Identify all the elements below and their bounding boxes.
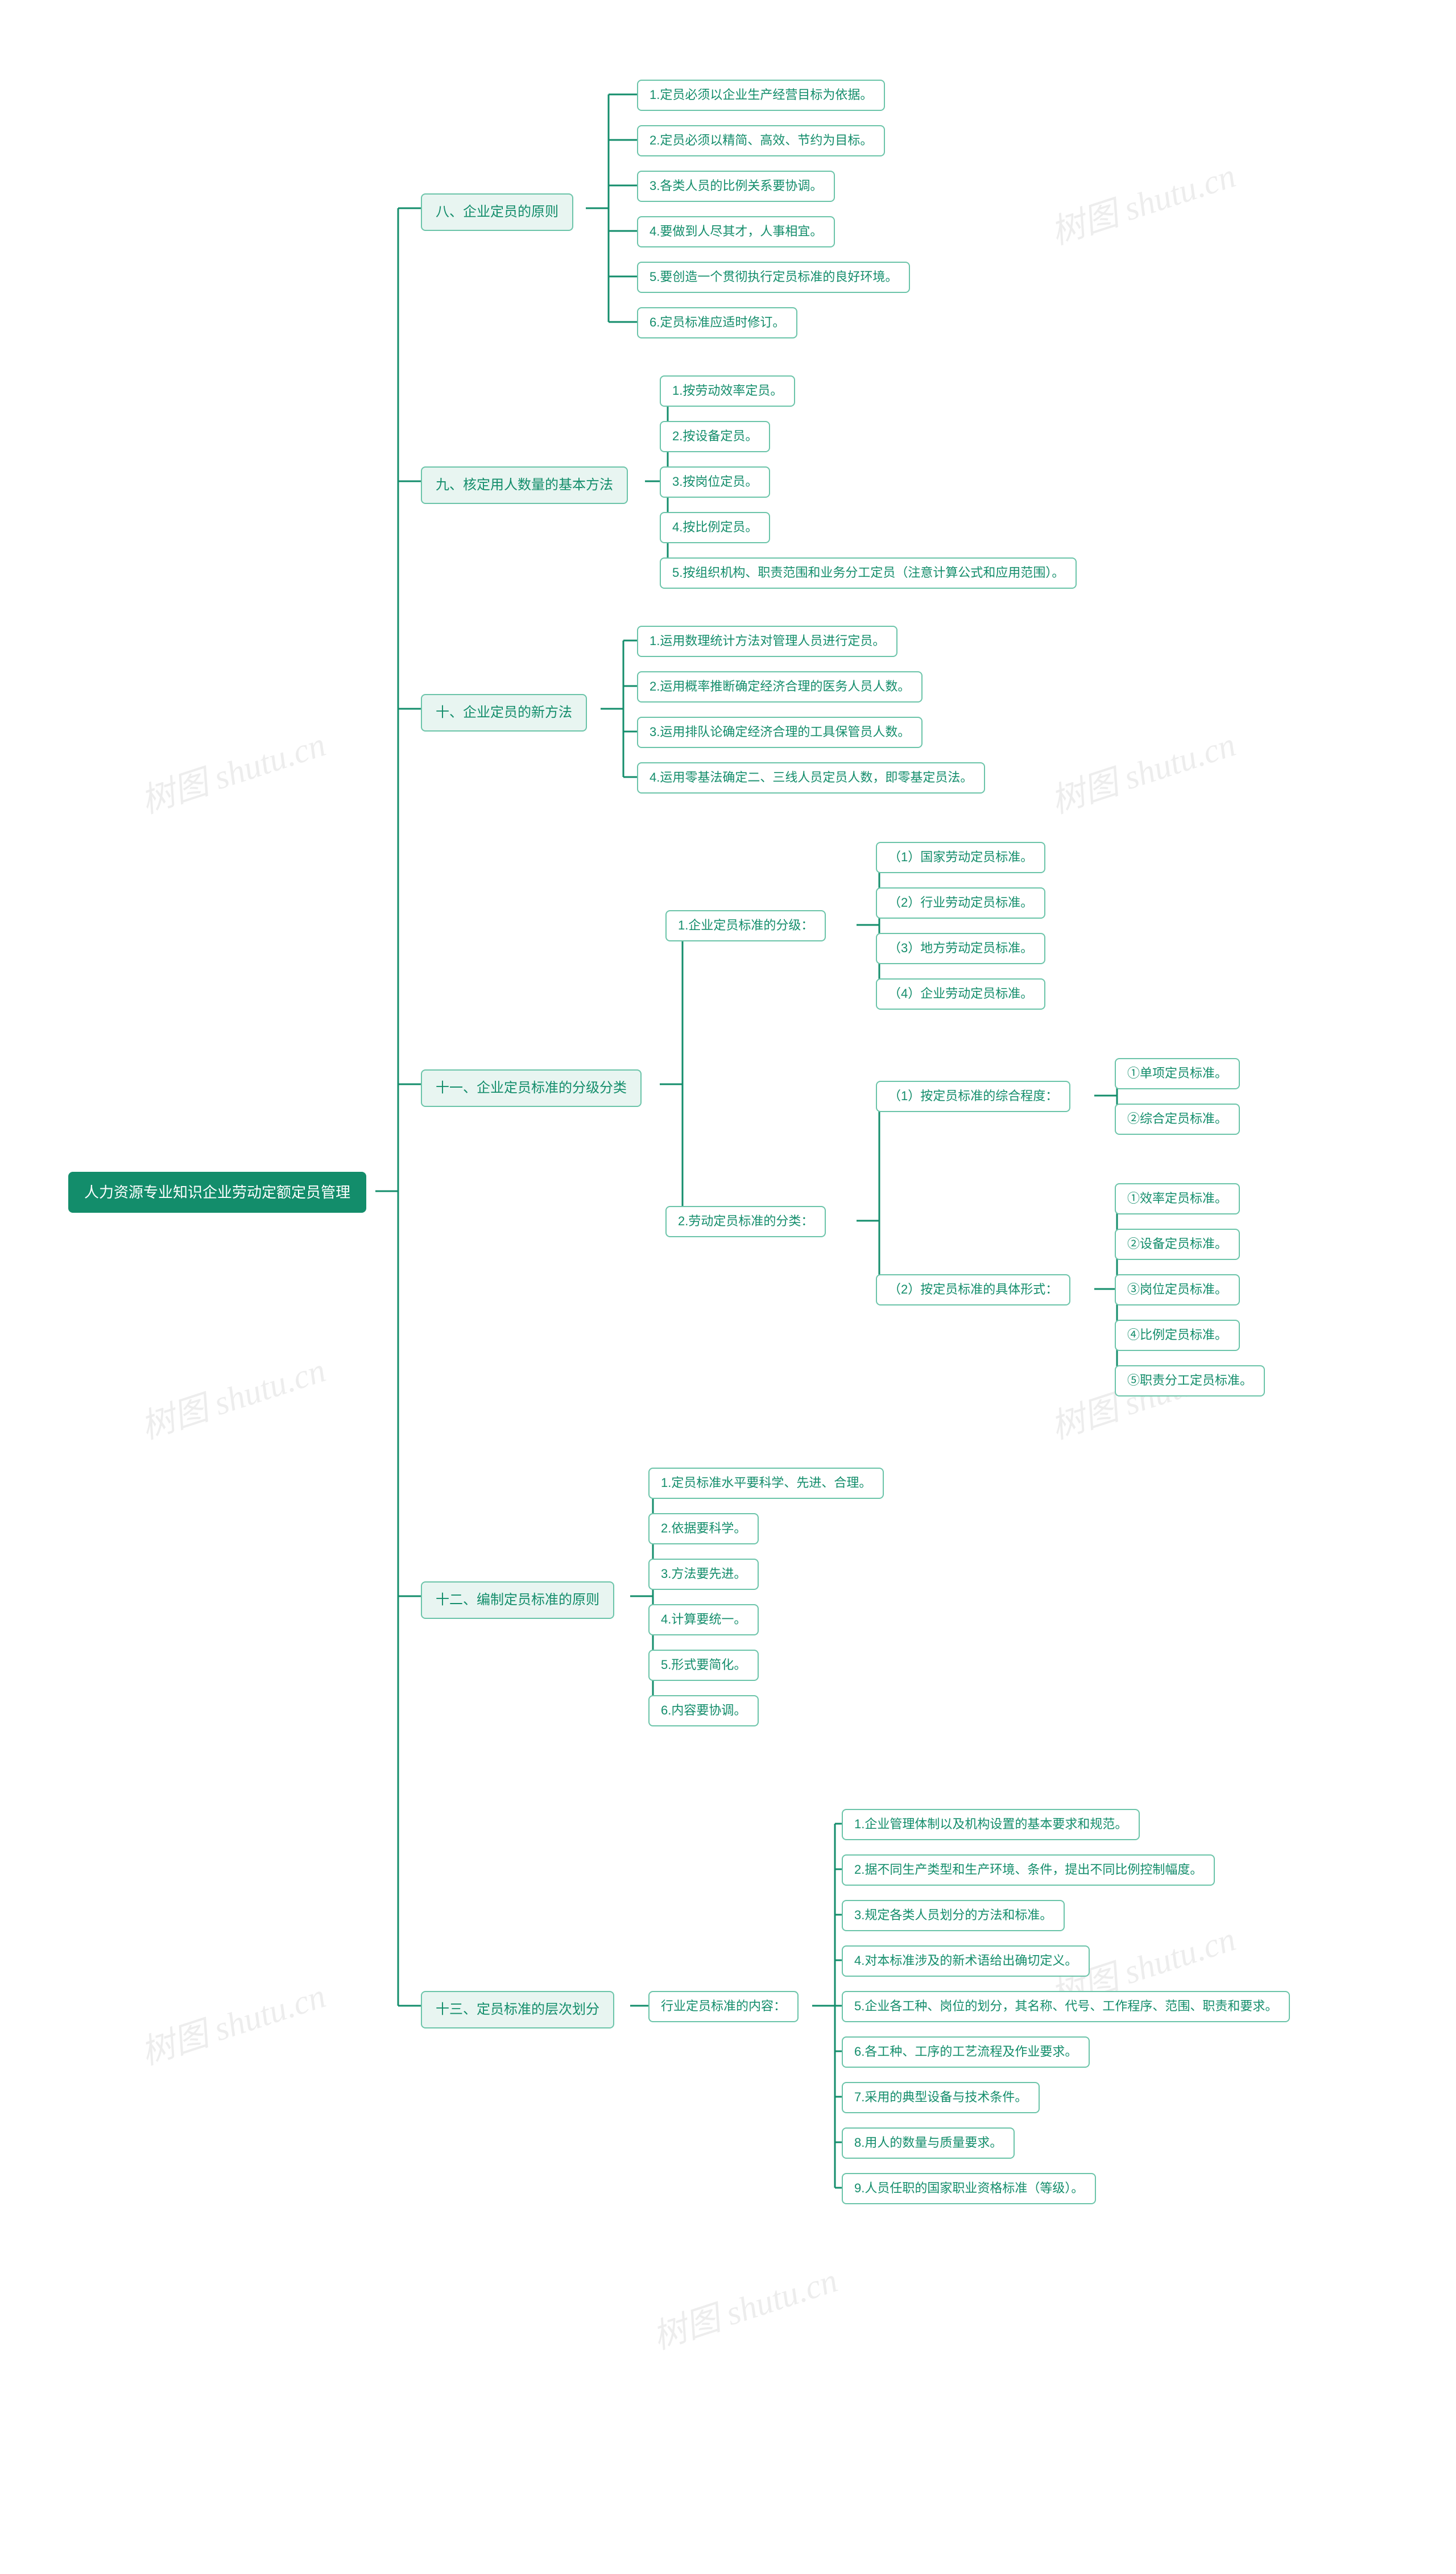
node-d2-1: 2.按设备定员。 — [660, 421, 770, 452]
watermark: 树图 shutu.cn — [1044, 717, 1241, 823]
branch-4: 十二、编制定员标准的原则 — [421, 1581, 614, 1619]
node-d2-3: 4.按比例定员。 — [660, 512, 770, 543]
node-d3-2: 3.规定各类人员划分的方法和标准。 — [842, 1900, 1065, 1931]
mindmap-container: 树图 shutu.cn 树图 shutu.cn 树图 shutu.cn 树图 shut… — [23, 34, 1456, 2540]
node-d2-4: 5.按组织机构、职责范围和业务分工定员（注意计算公式和应用范围）。 — [660, 557, 1077, 589]
node-d2-4: 5.形式要简化。 — [648, 1650, 759, 1681]
watermark: 树图 shutu.cn — [134, 1968, 331, 2075]
node-d2-0: 1.运用数理统计方法对管理人员进行定员。 — [637, 626, 897, 657]
node-d2-0: 1.按劳动效率定员。 — [660, 375, 795, 407]
node-d3-3: 4.对本标准涉及的新术语给出确切定义。 — [842, 1945, 1090, 1977]
node-d2-1: 2.运用概率推断确定经济合理的医务人员人数。 — [637, 671, 923, 703]
node-d3-5: 6.各工种、工序的工艺流程及作业要求。 — [842, 2036, 1090, 2068]
node-d4-3: ④比例定员标准。 — [1115, 1320, 1240, 1351]
node-d2-4: 5.要创造一个贯彻执行定员标准的良好环境。 — [637, 262, 910, 293]
node-d2-0: 1.定员必须以企业生产经营目标为依据。 — [637, 80, 885, 111]
node-d4-0: ①效率定员标准。 — [1115, 1183, 1240, 1214]
node-d2-3: 4.要做到人尽其才，人事相宜。 — [637, 216, 835, 247]
node-d3-2: （3）地方劳动定员标准。 — [876, 933, 1045, 964]
node-d3-0: 1.企业管理体制以及机构设置的基本要求和规范。 — [842, 1809, 1140, 1840]
branch-1: 九、核定用人数量的基本方法 — [421, 466, 628, 504]
node-d2-0: 1.企业定员标准的分级： — [665, 910, 826, 941]
branch-5: 十三、定员标准的层次划分 — [421, 1991, 614, 2028]
watermark: 树图 shutu.cn — [1044, 148, 1241, 254]
node-d2-0: 行业定员标准的内容： — [648, 1991, 799, 2022]
node-d2-2: 3.按岗位定员。 — [660, 466, 770, 498]
node-d3-1: （2）行业劳动定员标准。 — [876, 887, 1045, 919]
node-d2-5: 6.内容要协调。 — [648, 1695, 759, 1726]
node-d4-2: ③岗位定员标准。 — [1115, 1274, 1240, 1305]
watermark: 树图 shutu.cn — [134, 1342, 331, 1449]
node-d3-1: 2.据不同生产类型和生产环境、条件，提出不同比例控制幅度。 — [842, 1854, 1215, 1886]
node-d3-7: 8.用人的数量与质量要求。 — [842, 2127, 1015, 2159]
node-d2-1: 2.劳动定员标准的分类： — [665, 1206, 826, 1237]
node-d3-8: 9.人员任职的国家职业资格标准（等级）。 — [842, 2173, 1096, 2204]
node-d4-1: ②设备定员标准。 — [1115, 1229, 1240, 1260]
node-d2-1: 2.依据要科学。 — [648, 1513, 759, 1544]
watermark: 树图 shutu.cn — [134, 717, 331, 823]
node-d2-3: 4.计算要统一。 — [648, 1604, 759, 1635]
node-d3-4: 5.企业各工种、岗位的划分，其名称、代号、工作程序、范围、职责和要求。 — [842, 1991, 1290, 2022]
node-d2-2: 3.各类人员的比例关系要协调。 — [637, 171, 835, 202]
node-d3-6: 7.采用的典型设备与技术条件。 — [842, 2082, 1040, 2113]
branch-3: 十一、企业定员标准的分级分类 — [421, 1069, 642, 1107]
node-d3-3: （4）企业劳动定员标准。 — [876, 978, 1045, 1010]
node-d3-0: （1）按定员标准的综合程度： — [876, 1081, 1070, 1112]
connectors-layer — [23, 34, 1456, 2540]
node-d3-0: （1）国家劳动定员标准。 — [876, 842, 1045, 873]
node-d2-3: 4.运用零基法确定二、三线人员定员人数，即零基定员法。 — [637, 762, 985, 794]
node-d2-1: 2.定员必须以精简、高效、节约为目标。 — [637, 125, 885, 156]
node-d3-1: （2）按定员标准的具体形式： — [876, 1274, 1070, 1305]
watermark: 树图 shutu.cn — [646, 2253, 843, 2359]
node-d4-4: ⑤职责分工定员标准。 — [1115, 1365, 1265, 1397]
root-node: 人力资源专业知识企业劳动定额定员管理 — [68, 1172, 366, 1213]
node-d2-0: 1.定员标准水平要科学、先进、合理。 — [648, 1468, 884, 1499]
branch-0: 八、企业定员的原则 — [421, 193, 573, 231]
node-d2-2: 3.运用排队论确定经济合理的工具保管员人数。 — [637, 717, 923, 748]
node-d2-5: 6.定员标准应适时修订。 — [637, 307, 797, 338]
node-d2-2: 3.方法要先进。 — [648, 1559, 759, 1590]
node-d4-1: ②综合定员标准。 — [1115, 1104, 1240, 1135]
node-d4-0: ①单项定员标准。 — [1115, 1058, 1240, 1089]
branch-2: 十、企业定员的新方法 — [421, 694, 587, 732]
